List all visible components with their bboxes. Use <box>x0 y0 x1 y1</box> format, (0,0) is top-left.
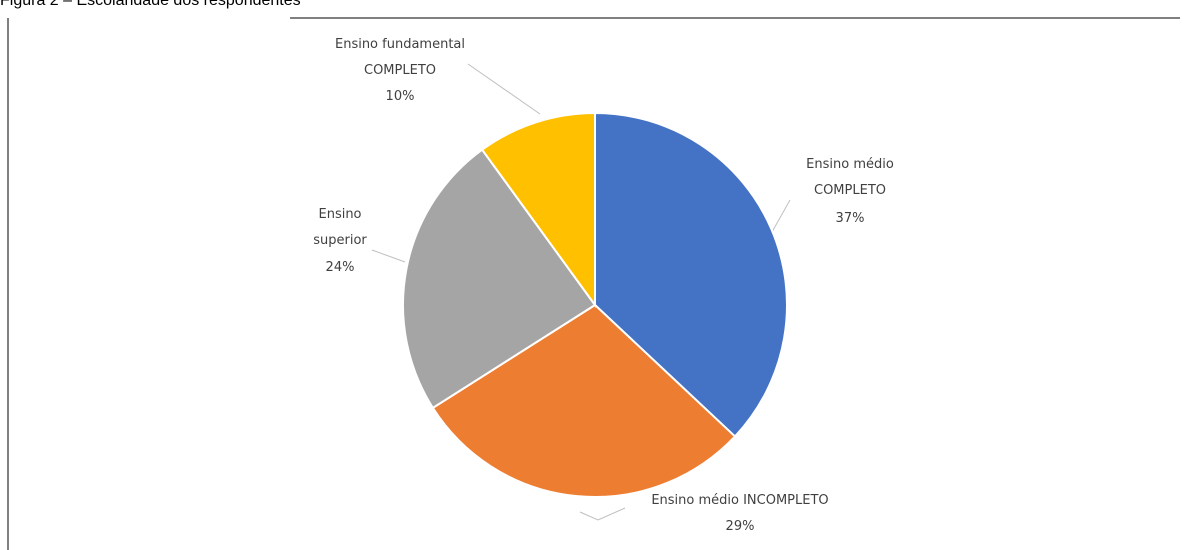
value-label: 10% <box>385 89 415 104</box>
value-label: 29% <box>725 519 755 534</box>
leader-lines <box>371 63 791 521</box>
pie-slice <box>594 111 788 438</box>
value-label: 37% <box>835 211 865 226</box>
leader-line <box>579 507 626 521</box>
slice-label: Ensino médio COMPLETO <box>806 157 894 198</box>
slice-label: Ensino fundamental COMPLETO <box>334 37 465 78</box>
leader-line <box>771 199 791 233</box>
pie-slice <box>431 303 737 498</box>
slice-label: Ensino médio INCOMPLETO <box>651 493 829 508</box>
pie-slice <box>402 148 597 410</box>
slice-label: Ensino superior <box>313 207 367 248</box>
value-label: 24% <box>325 260 355 275</box>
pie-slice <box>480 111 596 309</box>
chart-title: Figura 2 – Escolaridade dos respondentes <box>0 0 301 9</box>
leader-line <box>371 249 406 263</box>
leader-line <box>467 63 541 115</box>
